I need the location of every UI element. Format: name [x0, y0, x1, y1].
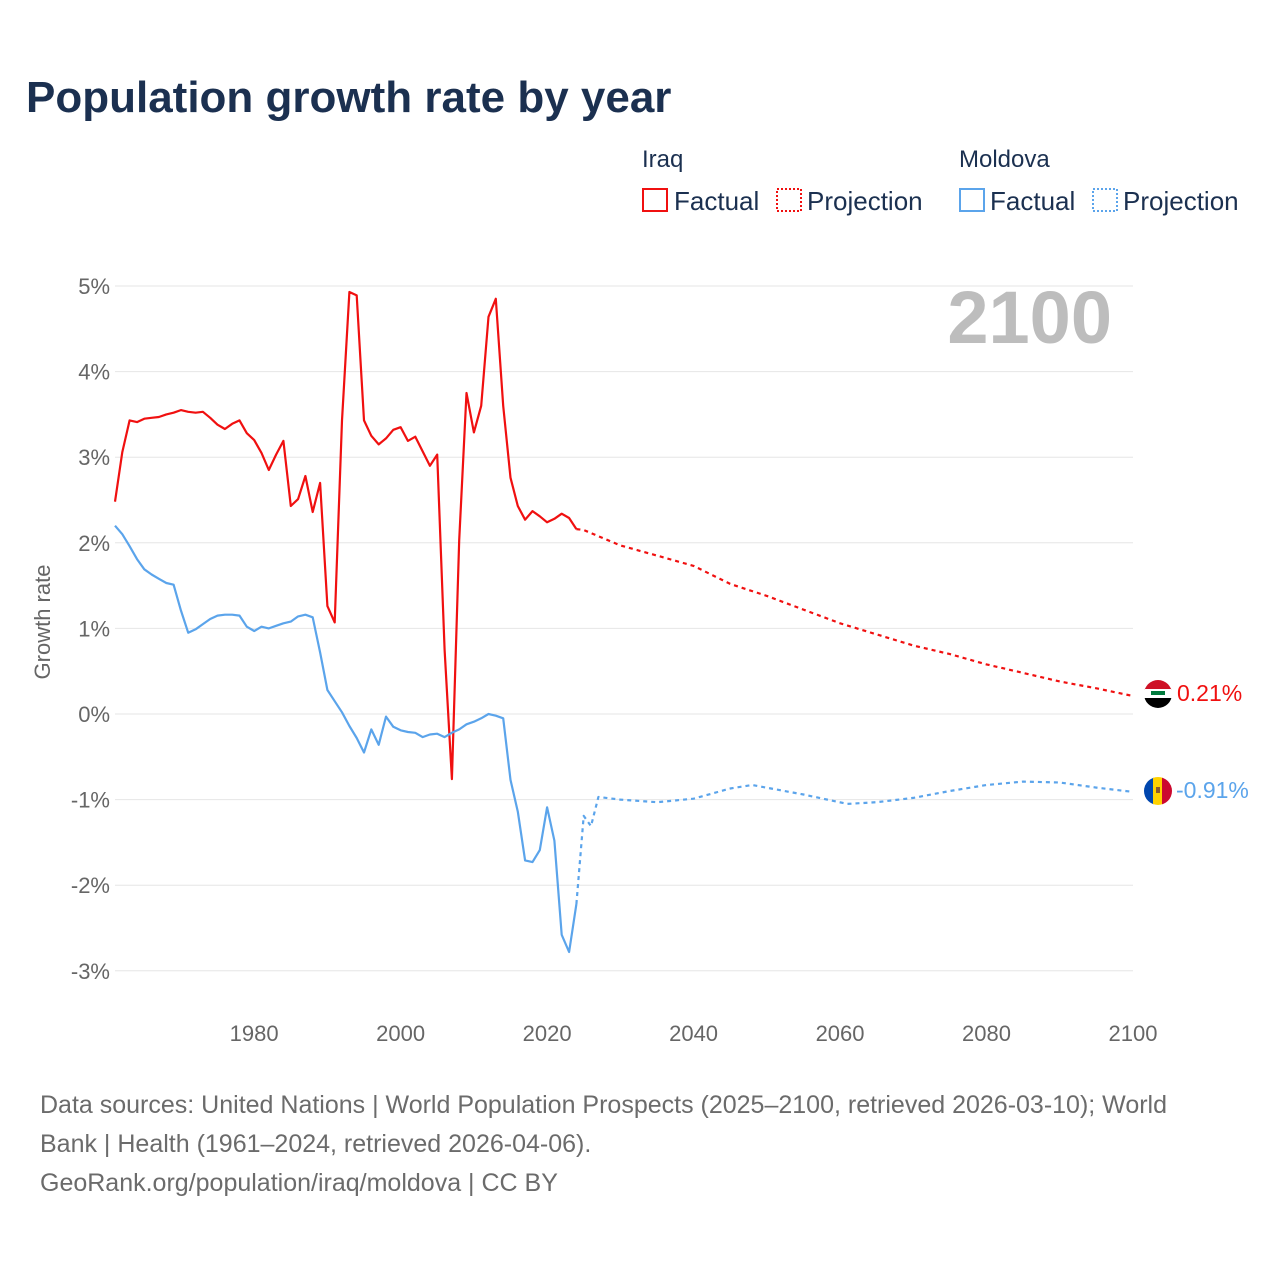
x-tick-label: 2080: [962, 1021, 1011, 1046]
y-tick-label: 2%: [78, 531, 110, 556]
y-tick-label: -3%: [71, 959, 110, 984]
legend-label-iraq-projection: Projection: [807, 186, 923, 216]
y-axis-ticks: 5% 4% 3% 2% 1% 0% -1% -2% -3%: [71, 274, 110, 984]
x-tick-label: 2000: [376, 1021, 425, 1046]
y-tick-label: 1%: [78, 616, 110, 641]
y-axis-label: Growth rate: [30, 565, 55, 680]
series-line-iraq-factual: [113, 290, 578, 781]
series-lines: [113, 290, 1134, 954]
legend: Iraq Factual Projection Moldova Factual …: [642, 146, 1239, 216]
series-line-iraq-projection: [576, 528, 1134, 698]
moldova-end-value: -0.91%: [1176, 777, 1249, 803]
footer-sources-line1: Data sources: United Nations | World Pop…: [40, 1091, 1167, 1119]
x-tick-label: 2040: [669, 1021, 718, 1046]
y-tick-label: 4%: [78, 360, 110, 385]
moldova-end-marker: -0.91%: [1144, 777, 1249, 805]
legend-label-moldova-factual: Factual: [990, 186, 1075, 216]
current-year-label: 2100: [947, 276, 1112, 359]
footer-sources-line2: Bank | Health (1961–2024, retrieved 2026…: [40, 1130, 591, 1158]
y-tick-label: -1%: [71, 788, 110, 813]
iraq-end-marker: 0.21%: [1144, 680, 1242, 708]
footer-credit-link[interactable]: GeoRank.org/population/iraq/moldova | CC…: [40, 1169, 558, 1197]
moldova-flag-icon: [1144, 777, 1172, 805]
x-tick-label: 2060: [816, 1021, 865, 1046]
x-tick-label: 2100: [1109, 1021, 1158, 1046]
y-tick-label: 3%: [78, 445, 110, 470]
iraq-flag-icon: [1144, 680, 1172, 708]
legend-swatch-moldova-projection: [1092, 188, 1118, 212]
legend-swatch-moldova-factual: [959, 188, 985, 212]
series-line-moldova-factual: [114, 524, 578, 954]
y-tick-label: 5%: [78, 274, 110, 299]
y-tick-label: 0%: [78, 702, 110, 727]
iraq-end-value: 0.21%: [1177, 680, 1242, 706]
y-tick-label: -2%: [71, 873, 110, 898]
legend-label-moldova-projection: Projection: [1123, 186, 1239, 216]
x-tick-label: 1980: [230, 1021, 279, 1046]
x-tick-label: 2020: [523, 1021, 572, 1046]
legend-swatch-iraq-projection: [776, 188, 802, 212]
legend-group-iraq: Iraq: [642, 146, 683, 173]
legend-label-iraq-factual: Factual: [674, 186, 759, 216]
legend-swatch-iraq-factual: [642, 188, 668, 212]
legend-group-moldova: Moldova: [959, 146, 1050, 173]
series-line-moldova-projection: [575, 780, 1134, 905]
chart-title: Population growth rate by year: [26, 73, 671, 122]
x-axis-ticks: 1980 2000 2020 2040 2060 2080 2100: [230, 1021, 1158, 1046]
